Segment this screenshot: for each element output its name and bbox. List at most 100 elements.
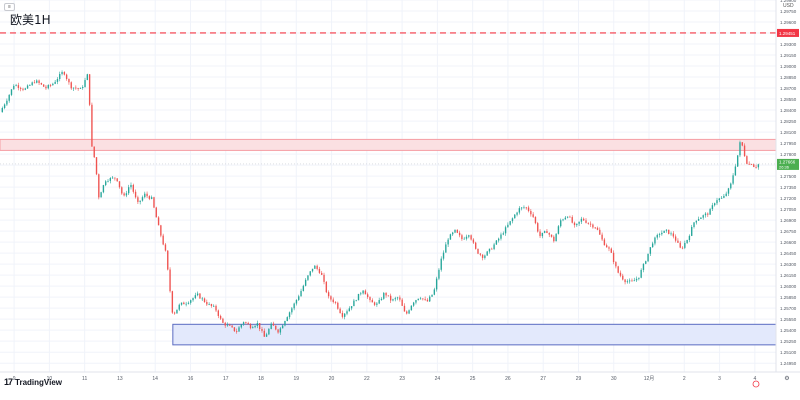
candle-body[interactable] xyxy=(24,88,26,90)
candle-body[interactable] xyxy=(693,222,695,227)
candle-body[interactable] xyxy=(723,195,725,198)
candle-body[interactable] xyxy=(654,237,656,244)
candle-body[interactable] xyxy=(346,311,348,314)
candle-body[interactable] xyxy=(52,83,54,86)
candle-body[interactable] xyxy=(518,208,521,213)
candle-body[interactable] xyxy=(543,231,546,233)
candle-body[interactable] xyxy=(755,166,757,168)
candle-body[interactable] xyxy=(431,294,433,297)
candle-body[interactable] xyxy=(716,200,718,204)
candle-body[interactable] xyxy=(157,217,160,226)
candle-body[interactable] xyxy=(649,247,652,254)
candle-body[interactable] xyxy=(560,220,562,227)
candle-body[interactable] xyxy=(486,251,488,256)
candle-body[interactable] xyxy=(472,239,475,243)
candle-body[interactable] xyxy=(553,236,555,242)
candle-body[interactable] xyxy=(656,234,658,238)
candle-body[interactable] xyxy=(477,248,479,254)
candle-body[interactable] xyxy=(364,290,367,295)
candle-body[interactable] xyxy=(176,309,178,314)
candle-body[interactable] xyxy=(236,331,238,332)
candle-body[interactable] xyxy=(672,233,675,237)
candle-body[interactable] xyxy=(134,191,137,198)
candle-body[interactable] xyxy=(718,198,720,201)
candle-body[interactable] xyxy=(417,298,419,301)
candle-body[interactable] xyxy=(256,323,259,326)
candle-body[interactable] xyxy=(295,299,298,304)
candle-body[interactable] xyxy=(114,177,116,179)
candle-body[interactable] xyxy=(318,268,321,273)
candle-body[interactable] xyxy=(753,164,755,167)
candle-body[interactable] xyxy=(566,216,569,218)
candle-body[interactable] xyxy=(495,240,498,245)
candle-body[interactable] xyxy=(13,85,15,90)
candle-body[interactable] xyxy=(546,231,548,234)
candle-body[interactable] xyxy=(47,85,49,89)
candle-body[interactable] xyxy=(406,311,408,314)
candle-body[interactable] xyxy=(514,214,516,219)
candle-body[interactable] xyxy=(447,239,449,245)
candle-body[interactable] xyxy=(153,197,155,208)
candle-body[interactable] xyxy=(507,224,509,228)
candle-body[interactable] xyxy=(422,298,424,300)
candle-body[interactable] xyxy=(118,181,121,188)
candle-body[interactable] xyxy=(79,88,82,89)
candle-body[interactable] xyxy=(594,227,596,229)
candle-body[interactable] xyxy=(707,213,709,215)
candle-body[interactable] xyxy=(596,227,599,230)
candle-body[interactable] xyxy=(169,269,171,292)
candle-body[interactable] xyxy=(10,89,13,95)
candle-body[interactable] xyxy=(357,293,360,301)
candle-body[interactable] xyxy=(254,325,256,328)
candle-body[interactable] xyxy=(504,227,507,234)
candle-body[interactable] xyxy=(743,145,746,157)
candle-body[interactable] xyxy=(226,324,229,326)
candle-body[interactable] xyxy=(635,278,638,281)
candle-body[interactable] xyxy=(663,230,665,233)
candle-body[interactable] xyxy=(350,306,353,309)
candle-body[interactable] xyxy=(84,80,86,87)
candle-body[interactable] xyxy=(272,323,275,326)
candle-body[interactable] xyxy=(578,221,580,224)
candle-body[interactable] xyxy=(695,220,698,223)
candle-body[interactable] xyxy=(77,88,79,89)
candle-body[interactable] xyxy=(383,292,385,299)
candle-body[interactable] xyxy=(640,269,642,278)
candle-body[interactable] xyxy=(33,82,36,84)
candle-body[interactable] xyxy=(739,142,741,156)
candle-body[interactable] xyxy=(298,296,300,300)
candle-body[interactable] xyxy=(484,255,486,258)
candle-body[interactable] xyxy=(309,271,311,276)
candle-body[interactable] xyxy=(757,164,760,168)
candle-body[interactable] xyxy=(210,304,213,306)
candle-body[interactable] xyxy=(231,325,233,328)
candle-body[interactable] xyxy=(59,74,61,80)
candle-body[interactable] xyxy=(550,234,553,237)
candle-body[interactable] xyxy=(380,298,383,301)
candle-body[interactable] xyxy=(300,290,302,297)
candle-body[interactable] xyxy=(394,298,396,300)
candle-body[interactable] xyxy=(229,324,231,326)
candle-body[interactable] xyxy=(589,223,592,225)
candle-body[interactable] xyxy=(651,243,654,248)
candle-body[interactable] xyxy=(72,87,75,89)
candle-body[interactable] xyxy=(26,85,29,89)
candle-body[interactable] xyxy=(130,184,132,188)
candle-body[interactable] xyxy=(277,329,279,333)
candle-body[interactable] xyxy=(612,252,615,263)
candle-body[interactable] xyxy=(279,328,282,333)
candle-body[interactable] xyxy=(215,305,217,311)
candle-body[interactable] xyxy=(681,247,684,249)
candle-body[interactable] xyxy=(208,304,210,305)
candle-body[interactable] xyxy=(470,235,472,240)
candle-body[interactable] xyxy=(327,292,330,297)
candle-body[interactable] xyxy=(56,79,59,82)
candle-body[interactable] xyxy=(587,222,589,224)
candle-body[interactable] xyxy=(1,107,3,113)
candle-body[interactable] xyxy=(557,226,560,234)
candle-body[interactable] xyxy=(8,94,10,101)
candle-body[interactable] xyxy=(373,302,376,305)
candle-body[interactable] xyxy=(702,215,704,218)
